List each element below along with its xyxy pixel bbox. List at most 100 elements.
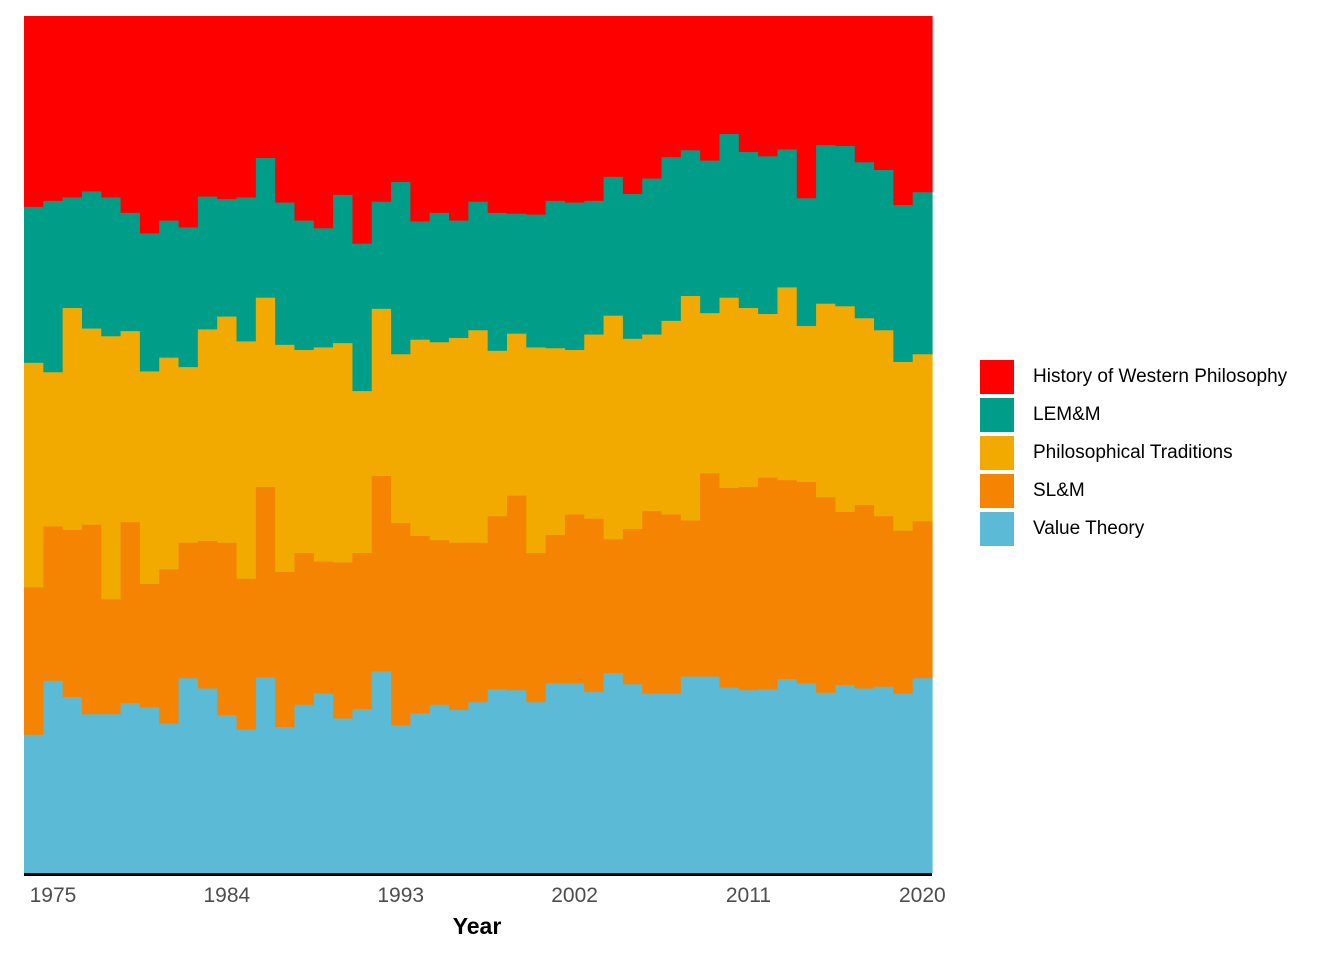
area-segment-lem-m-2016 [835, 145, 856, 307]
area-segment-lem-m-1982 [178, 226, 199, 368]
legend-item-value-theory: Value Theory [980, 510, 1287, 548]
area-segment-sl-m-1993 [391, 522, 411, 726]
area-segment-sl-m-2014 [796, 481, 817, 684]
area-segment-history-of-western-philosophy-2019 [893, 16, 914, 206]
area-segment-value-theory-1999 [506, 689, 527, 874]
area-segment-philosophical-traditions-2015 [816, 303, 837, 498]
area-segment-history-of-western-philosophy-2003 [584, 16, 605, 201]
area-segment-sl-m-1994 [410, 535, 431, 714]
x-tick-label-1975: 1975 [30, 884, 77, 907]
area-segment-history-of-western-philosophy-2009 [700, 16, 721, 161]
area-segment-value-theory-2000 [526, 701, 547, 874]
area-segment-sl-m-1975 [43, 525, 64, 681]
area-segment-sl-m-1989 [313, 561, 334, 694]
area-segment-sl-m-2011 [738, 486, 759, 691]
area-segment-sl-m-2013 [777, 479, 798, 680]
area-segment-lem-m-2012 [758, 155, 779, 314]
area-segment-value-theory-2014 [796, 682, 817, 874]
area-segment-lem-m-1978 [101, 196, 122, 337]
legend-label-history-of-western-philosophy: History of Western Philosophy [1033, 366, 1288, 387]
area-segment-philosophical-traditions-2005 [622, 338, 643, 530]
area-segment-sl-m-1974 [24, 586, 44, 735]
area-segment-history-of-western-philosophy-1992 [371, 16, 392, 202]
legend-label-philosophical-traditions: Philosophical Traditions [1033, 442, 1233, 463]
area-segment-philosophical-traditions-2020 [912, 353, 933, 522]
area-segment-sl-m-2012 [758, 477, 779, 690]
area-segment-value-theory-2020 [912, 677, 933, 874]
area-segment-value-theory-1992 [371, 670, 392, 874]
area-segment-history-of-western-philosophy-2015 [816, 16, 837, 146]
area-segment-value-theory-2012 [758, 688, 779, 874]
area-segment-lem-m-2001 [545, 200, 566, 349]
area-segment-philosophical-traditions-2003 [584, 333, 605, 519]
area-segment-sl-m-1984 [217, 542, 238, 716]
legend-label-sl-m: SL&M [1033, 480, 1085, 501]
chart-plot-area [24, 16, 933, 874]
area-segment-sl-m-2020 [912, 520, 933, 679]
area-segment-value-theory-1998 [487, 688, 508, 874]
area-segment-value-theory-2016 [835, 684, 856, 874]
area-segment-philosophical-traditions-1992 [371, 308, 392, 476]
area-segment-sl-m-1992 [371, 475, 392, 672]
area-segment-philosophical-traditions-2002 [564, 349, 585, 515]
area-segment-sl-m-1987 [275, 571, 296, 728]
area-segment-value-theory-1991 [352, 708, 373, 874]
area-segment-value-theory-1995 [429, 704, 450, 874]
area-segment-value-theory-1993 [391, 724, 411, 874]
area-segment-value-theory-1984 [217, 714, 238, 874]
area-segment-value-theory-1982 [178, 677, 199, 874]
area-segment-lem-m-2020 [912, 191, 933, 355]
area-segment-sl-m-1997 [468, 542, 489, 703]
area-segment-sl-m-1995 [429, 539, 450, 705]
area-segment-history-of-western-philosophy-2011 [738, 16, 759, 153]
area-segment-value-theory-1997 [468, 701, 489, 874]
area-segment-philosophical-traditions-1993 [391, 353, 411, 524]
area-segment-history-of-western-philosophy-2005 [622, 16, 643, 194]
area-segment-history-of-western-philosophy-2002 [564, 16, 585, 203]
area-segment-philosophical-traditions-2019 [893, 361, 914, 531]
area-segment-sl-m-1986 [255, 486, 276, 678]
area-segment-value-theory-2017 [854, 687, 875, 874]
area-segment-lem-m-1996 [449, 219, 469, 338]
area-segment-sl-m-2008 [680, 519, 701, 677]
area-segment-philosophical-traditions-1986 [255, 297, 276, 488]
area-segment-lem-m-2004 [603, 176, 624, 316]
area-segment-sl-m-2016 [835, 511, 856, 686]
area-segment-philosophical-traditions-2004 [603, 315, 624, 540]
area-segment-value-theory-1994 [410, 712, 431, 874]
area-segment-history-of-western-philosophy-1997 [468, 16, 489, 202]
area-segment-value-theory-1980 [139, 706, 160, 874]
area-segment-lem-m-1974 [24, 206, 44, 363]
area-segment-value-theory-1990 [333, 717, 354, 874]
area-segment-lem-m-1975 [43, 200, 64, 373]
area-segment-lem-m-2018 [874, 169, 894, 331]
area-segment-lem-m-1980 [139, 232, 160, 372]
area-segment-lem-m-2002 [564, 201, 585, 350]
area-segment-history-of-western-philosophy-2013 [777, 16, 798, 150]
area-segment-philosophical-traditions-1999 [506, 333, 527, 496]
area-segment-sl-m-1983 [197, 540, 218, 689]
area-segment-lem-m-2009 [700, 159, 721, 314]
area-segment-lem-m-2017 [854, 161, 875, 319]
x-tick-label-1993: 1993 [377, 884, 424, 907]
area-segment-lem-m-1977 [81, 190, 102, 329]
area-segment-lem-m-1984 [217, 198, 238, 317]
area-segment-lem-m-1991 [352, 243, 373, 392]
area-segment-philosophical-traditions-1989 [313, 346, 334, 562]
area-segment-history-of-western-philosophy-1987 [275, 16, 296, 203]
area-segment-value-theory-1975 [43, 680, 64, 874]
area-segment-lem-m-1979 [120, 212, 141, 332]
legend-swatch-sl-m [980, 474, 1014, 508]
area-segment-sl-m-2018 [874, 515, 894, 687]
area-segment-philosophical-traditions-1985 [236, 340, 257, 579]
area-segment-value-theory-2006 [642, 693, 663, 874]
area-segment-history-of-western-philosophy-2017 [854, 16, 875, 163]
area-segment-sl-m-1977 [81, 524, 102, 715]
area-segment-history-of-western-philosophy-1996 [449, 16, 469, 221]
area-segment-lem-m-1986 [255, 157, 276, 298]
area-segment-philosophical-traditions-2000 [526, 346, 547, 554]
area-segment-lem-m-1989 [313, 227, 334, 348]
area-segment-lem-m-2011 [738, 151, 759, 308]
area-segment-history-of-western-philosophy-2000 [526, 16, 547, 215]
area-segment-philosophical-traditions-1974 [24, 362, 44, 588]
